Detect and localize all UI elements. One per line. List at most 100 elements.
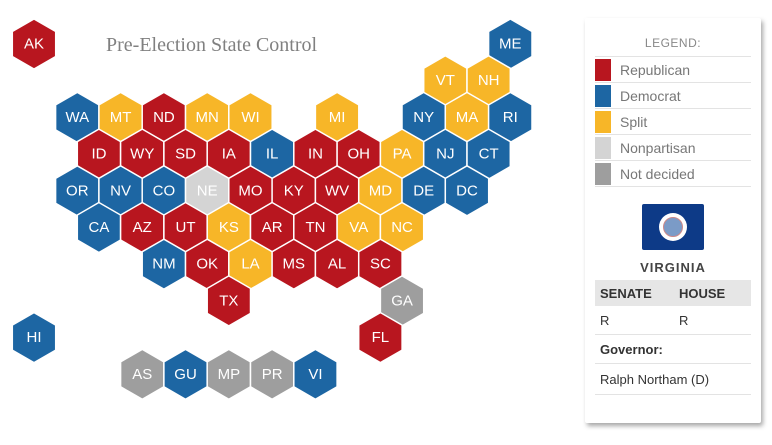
house-header: HOUSE bbox=[679, 285, 726, 301]
state-label: VI bbox=[308, 366, 322, 383]
state-hex-shape[interactable] bbox=[357, 311, 403, 364]
state-hex-shape[interactable] bbox=[293, 348, 338, 401]
state-label: WY bbox=[130, 146, 154, 163]
state-label: PA bbox=[393, 146, 412, 163]
state-label: OH bbox=[348, 146, 371, 163]
state-label: AL bbox=[328, 256, 346, 273]
state-hex-fl[interactable]: FL bbox=[357, 311, 403, 364]
state-label: CO bbox=[153, 182, 176, 199]
state-label: MO bbox=[238, 182, 262, 199]
governor-label: Governor: bbox=[595, 335, 751, 364]
state-hex-shape[interactable] bbox=[444, 164, 490, 217]
state-label: WA bbox=[65, 109, 89, 126]
state-hex-hi[interactable]: HI bbox=[11, 311, 57, 364]
state-label: WV bbox=[325, 182, 349, 199]
state-label: NC bbox=[391, 219, 413, 236]
state-label: GU bbox=[174, 366, 197, 383]
state-label: OR bbox=[66, 182, 89, 199]
state-hex-me[interactable]: ME bbox=[487, 18, 533, 70]
legend-label: Nonpartisan bbox=[620, 139, 696, 156]
legend-swatch-nonpartisan bbox=[595, 136, 611, 159]
flag-seal bbox=[659, 213, 687, 241]
legend-title: LEGEND: bbox=[644, 36, 702, 50]
state-hex-vi[interactable]: VI bbox=[293, 348, 338, 401]
state-label: IN bbox=[308, 146, 323, 163]
state-label: NE bbox=[197, 182, 218, 199]
state-hex-ct[interactable]: CT bbox=[466, 128, 512, 180]
governor-name: Ralph Northam (D) bbox=[595, 364, 751, 395]
state-hex-shape[interactable] bbox=[206, 275, 252, 327]
state-label: ME bbox=[499, 36, 522, 53]
state-label: KS bbox=[219, 219, 239, 236]
legend-item-democrat: Democrat bbox=[595, 82, 751, 108]
state-hex-pr[interactable]: PR bbox=[249, 348, 295, 401]
state-label: FL bbox=[372, 329, 390, 346]
state-hex-wi[interactable]: WI bbox=[228, 91, 273, 144]
state-label: TX bbox=[219, 292, 238, 309]
legend-swatch-democrat bbox=[595, 84, 611, 107]
control-table-header: SENATE HOUSE bbox=[595, 280, 751, 306]
state-hex-ri[interactable]: RI bbox=[487, 91, 533, 144]
state-hex-oh[interactable]: OH bbox=[336, 128, 382, 180]
state-label: OK bbox=[196, 256, 218, 273]
state-label: SD bbox=[175, 146, 196, 163]
state-hex-shape[interactable] bbox=[11, 18, 57, 70]
legend-label: Split bbox=[620, 113, 648, 130]
state-hex-ny[interactable]: NY bbox=[401, 91, 447, 144]
state-label: ID bbox=[91, 146, 106, 163]
state-hex-sc[interactable]: SC bbox=[357, 238, 403, 291]
state-label: WI bbox=[241, 109, 259, 126]
state-label: LA bbox=[241, 256, 259, 273]
state-label: NY bbox=[413, 109, 434, 126]
state-label: GA bbox=[391, 292, 413, 309]
state-label: DE bbox=[413, 182, 434, 199]
legend-swatch-split bbox=[595, 110, 611, 133]
house-value: R bbox=[679, 312, 689, 328]
state-label: HI bbox=[27, 329, 42, 346]
state-label: MS bbox=[283, 256, 306, 273]
state-label: MD bbox=[369, 182, 392, 199]
senate-value: R bbox=[600, 312, 610, 328]
state-label: AZ bbox=[133, 219, 152, 236]
state-hex-nj[interactable]: NJ bbox=[422, 128, 468, 180]
state-hex-shape[interactable] bbox=[11, 311, 57, 364]
control-table: SENATE HOUSE R R Governor: Ralph Northam… bbox=[595, 280, 751, 395]
map-title: Pre-Election State Control bbox=[106, 34, 318, 56]
state-hex-dc[interactable]: DC bbox=[444, 164, 490, 217]
legend-label: Democrat bbox=[620, 87, 681, 104]
legend-item-split: Split bbox=[595, 108, 751, 134]
state-label: NM bbox=[152, 256, 175, 273]
legend-item-republican: Republican bbox=[595, 56, 751, 82]
state-label: IA bbox=[222, 146, 236, 163]
state-label: AS bbox=[132, 366, 152, 383]
legend-label: Republican bbox=[620, 61, 691, 78]
state-label: RI bbox=[503, 109, 518, 126]
state-label: NJ bbox=[436, 146, 454, 163]
state-label: KY bbox=[284, 182, 304, 199]
state-label: AK bbox=[24, 36, 44, 53]
hex-map: AK ME VT NH WA MT ND MN WI MI NY MA RI ID WY SD IA IL IN OH… bbox=[11, 18, 533, 401]
state-label: NH bbox=[478, 72, 500, 89]
legend-label: Not decided bbox=[620, 165, 695, 182]
state-hex-mo[interactable]: MO bbox=[228, 164, 273, 217]
state-label: VA bbox=[349, 219, 368, 236]
state-label: PR bbox=[262, 366, 283, 383]
legend-swatch-not-decided bbox=[595, 162, 611, 185]
state-hex-gu[interactable]: GU bbox=[163, 348, 208, 401]
state-label: ND bbox=[153, 109, 175, 126]
legend: Republican Democrat Split Nonpartisan No… bbox=[595, 56, 751, 187]
state-hex-mp[interactable]: MP bbox=[206, 348, 252, 401]
state-hex-as[interactable]: AS bbox=[119, 348, 165, 401]
state-label: MI bbox=[329, 109, 346, 126]
state-hex-ut[interactable]: UT bbox=[163, 201, 208, 254]
state-label: DC bbox=[456, 182, 478, 199]
state-label: CA bbox=[89, 219, 110, 236]
state-hex-tx[interactable]: TX bbox=[206, 275, 252, 327]
state-hex-md[interactable]: MD bbox=[357, 164, 403, 217]
state-hex-ak[interactable]: AK bbox=[11, 18, 57, 70]
state-label: MT bbox=[110, 109, 132, 126]
state-label: CT bbox=[479, 146, 499, 163]
state-hex-mi[interactable]: MI bbox=[314, 91, 360, 144]
senate-header: SENATE bbox=[600, 285, 652, 301]
state-hex-ga[interactable]: GA bbox=[379, 275, 425, 327]
